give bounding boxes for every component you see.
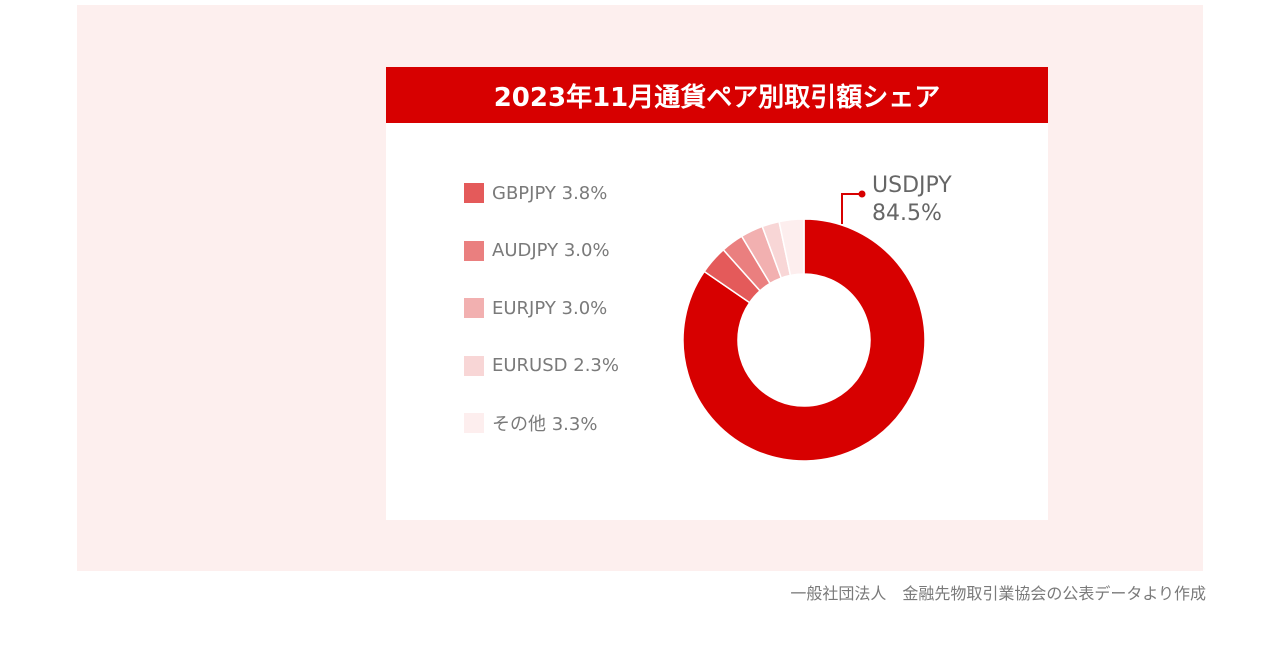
legend-item: その他 3.3% — [464, 413, 619, 435]
callout-line — [841, 193, 861, 224]
legend-swatch — [464, 240, 484, 261]
legend-item: EURJPY 3.0% — [464, 297, 619, 319]
legend-label: GBPJPY 3.8% — [492, 182, 608, 204]
donut-chart: USDJPY 84.5% — [682, 173, 952, 462]
legend-item: EURUSD 2.3% — [464, 355, 619, 376]
chart-title: 2023年11月通貨ペア別取引額シェア — [386, 67, 1048, 123]
slice-usdjpy — [682, 218, 926, 462]
legend-swatch — [464, 413, 484, 433]
chart-card: 2023年11月通貨ペア別取引額シェア GBPJPY 3.8% AUDJPY 3.… — [386, 67, 1048, 520]
legend-swatch — [464, 355, 484, 376]
source-note: 一般社団法人 金融先物取引業協会の公表データより作成 — [790, 584, 1206, 603]
legend: GBPJPY 3.8% AUDJPY 3.0% EURJPY 3.0% EURUSD … — [464, 183, 619, 471]
legend-swatch — [464, 183, 484, 203]
legend-item: GBPJPY 3.8% — [464, 182, 619, 204]
slice-その他 — [778, 218, 805, 277]
legend-label: AUDJPY 3.0% — [492, 240, 610, 261]
legend-swatch — [464, 298, 484, 318]
legend-label: EURJPY 3.0% — [492, 297, 608, 319]
chart-background: 2023年11月通貨ペア別取引額シェア GBPJPY 3.8% AUDJPY 3.… — [77, 5, 1203, 571]
callout-label: USDJPY — [872, 173, 952, 198]
legend-label: その他 3.3% — [492, 414, 598, 435]
legend-item: AUDJPY 3.0% — [464, 240, 619, 261]
legend-label: EURUSD 2.3% — [492, 355, 619, 376]
callout-dot — [858, 190, 866, 198]
callout-value: 84.5% — [872, 201, 942, 226]
